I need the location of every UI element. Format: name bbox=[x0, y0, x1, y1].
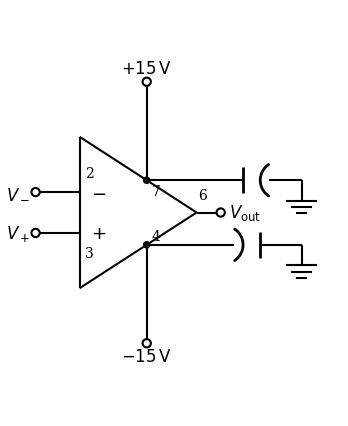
Text: 7: 7 bbox=[152, 184, 161, 198]
Text: 4: 4 bbox=[152, 230, 161, 244]
Text: $+$: $+$ bbox=[91, 225, 106, 242]
Circle shape bbox=[143, 78, 151, 86]
Circle shape bbox=[144, 178, 150, 184]
Text: 2: 2 bbox=[85, 167, 94, 181]
Text: $-15\,\mathrm{V}$: $-15\,\mathrm{V}$ bbox=[121, 348, 172, 366]
Text: 6: 6 bbox=[198, 189, 207, 203]
Circle shape bbox=[144, 242, 150, 248]
Text: 3: 3 bbox=[85, 246, 94, 260]
Text: $+15\,\mathrm{V}$: $+15\,\mathrm{V}$ bbox=[121, 60, 172, 78]
Circle shape bbox=[143, 340, 151, 348]
Text: $V_\mathrm{out}$: $V_\mathrm{out}$ bbox=[229, 203, 262, 223]
Text: $-$: $-$ bbox=[91, 184, 106, 201]
Text: $V_+$: $V_+$ bbox=[6, 223, 30, 243]
Circle shape bbox=[31, 188, 40, 197]
Circle shape bbox=[216, 209, 225, 217]
Circle shape bbox=[31, 229, 40, 238]
Text: $V_-$: $V_-$ bbox=[6, 184, 30, 201]
